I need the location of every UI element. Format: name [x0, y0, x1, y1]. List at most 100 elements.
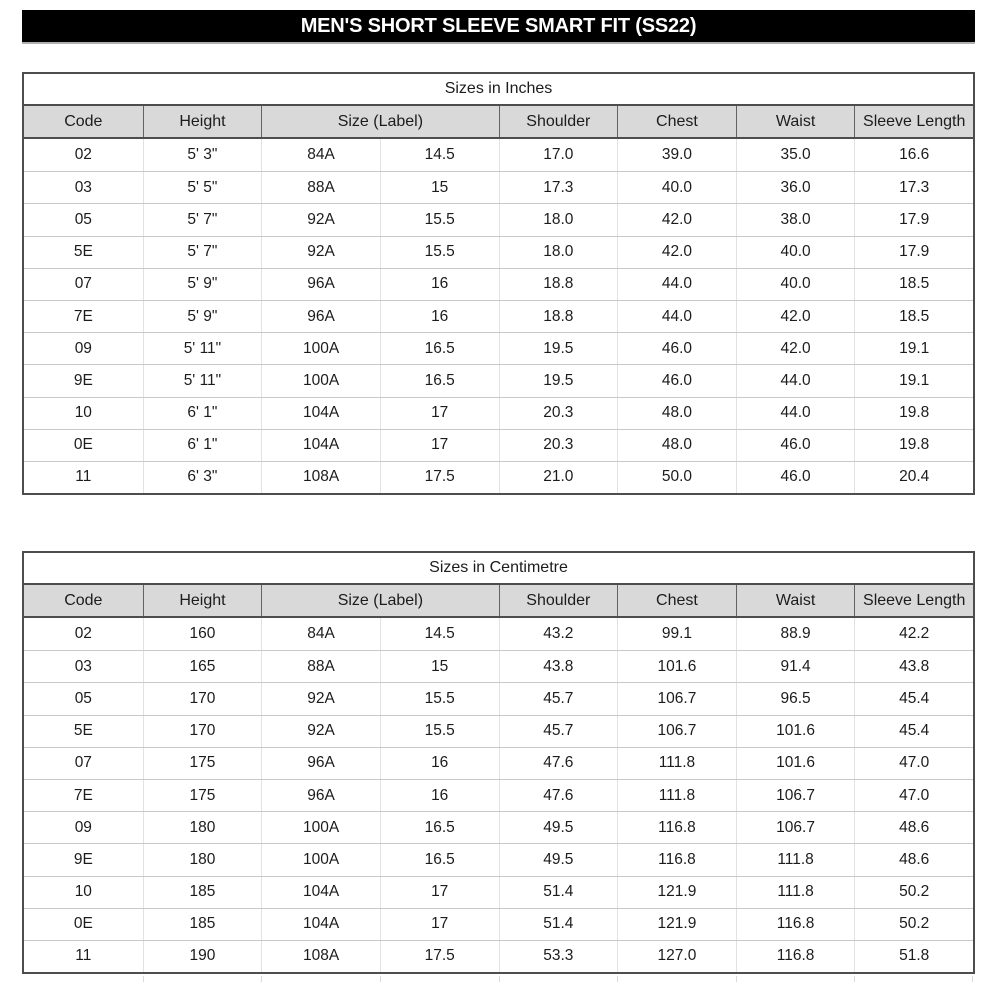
cell: 48.6	[854, 812, 973, 844]
cell: 47.0	[854, 779, 973, 812]
cell: 180	[142, 812, 262, 844]
cell: 127.0	[617, 940, 736, 973]
cell: 116.8	[735, 908, 855, 940]
column-header: Sleeve Length	[854, 106, 973, 137]
cell: 96A	[261, 747, 380, 779]
cell: 14.5	[379, 139, 499, 172]
cell: 96A	[261, 268, 380, 300]
cell: 175	[142, 747, 262, 779]
cell: 104A	[261, 876, 380, 908]
cell: 10	[74, 404, 92, 422]
page-title: MEN'S SHORT SLEEVE SMART FIT (SS22)	[300, 14, 697, 37]
cell: 18.8	[498, 300, 618, 333]
cell: 45.7	[498, 715, 618, 747]
cell: 92A	[261, 715, 380, 747]
column-header: Waist	[735, 106, 855, 137]
cell: 92A	[261, 236, 380, 268]
cell: 5' 3"	[142, 139, 262, 172]
cell: 16.5	[379, 333, 499, 365]
column-header: Height	[142, 585, 262, 616]
cell: 46.0	[735, 461, 855, 494]
cell: 03	[74, 657, 92, 675]
column-header: Height	[142, 106, 262, 137]
cell: 106.7	[735, 812, 855, 844]
cell: 50.0	[617, 461, 736, 494]
column-header: Shoulder	[498, 585, 618, 616]
cell: 20.3	[498, 429, 618, 461]
table-row: 11 190 108A 17.5 53.3 127.0 116.8 51.8	[24, 939, 973, 973]
table-caption: Sizes in Inches	[24, 74, 973, 106]
cell: 111.8	[735, 844, 855, 876]
cell: 101.6	[735, 715, 855, 747]
cell: 121.9	[617, 908, 736, 940]
cell: 15.5	[379, 683, 499, 715]
cell: 46.0	[735, 429, 855, 461]
cell: 16	[379, 779, 499, 812]
cell: 49.5	[498, 844, 618, 876]
cell: 17.0	[498, 139, 618, 172]
cell: 5' 9"	[142, 300, 262, 333]
cell: 07	[74, 754, 92, 772]
cell: 106.7	[617, 683, 736, 715]
column-header: Chest	[617, 106, 736, 137]
cell: 16.5	[379, 812, 499, 844]
cell: 91.4	[735, 651, 855, 683]
cell: 11	[75, 947, 92, 965]
cell: 51.4	[498, 876, 618, 908]
cell: 88A	[261, 172, 380, 204]
table-body: 02 160 84A 14.5 43.2 99.1 88.9 42.2 03 165 88A 15 43…	[24, 618, 973, 973]
table-row: 7E 5' 9" 96A 16 18.8 44.0 42.0 18.5	[24, 299, 973, 333]
cell: 5' 7"	[142, 204, 262, 236]
table-caption: Sizes in Centimetre	[24, 553, 973, 585]
cell: 19.5	[498, 333, 618, 365]
cell: 111.8	[617, 779, 736, 812]
cell: 17.3	[498, 172, 618, 204]
cell: 96A	[261, 779, 380, 812]
cell: 5' 9"	[142, 268, 262, 300]
cell: 17.9	[854, 236, 973, 268]
cell: 35.0	[735, 139, 855, 172]
cell: 42.0	[735, 333, 855, 365]
cell: 50.2	[854, 876, 973, 908]
cell: 5' 11"	[142, 333, 262, 365]
cell: 47.0	[854, 747, 973, 779]
cell: 101.6	[735, 747, 855, 779]
cell: 43.8	[854, 651, 973, 683]
cell: 42.0	[617, 204, 736, 236]
cell: 02	[74, 146, 92, 164]
table-row: 0E 185 104A 17 51.4 121.9 116.8 50.2	[24, 907, 973, 940]
cell: 99.1	[617, 618, 736, 651]
column-header: Sleeve Length	[854, 585, 973, 616]
cell: 170	[142, 683, 262, 715]
table-row: 9E 5' 11" 100A 16.5 19.5 46.0 44.0 19.1	[24, 364, 973, 397]
cell: 36.0	[735, 172, 855, 204]
cell: 15	[379, 651, 499, 683]
column-header: Code	[64, 591, 103, 609]
cell: 05	[74, 689, 92, 707]
column-header: Chest	[617, 585, 736, 616]
cell: 17.5	[379, 940, 499, 973]
cell: 180	[142, 844, 262, 876]
cell: 9E	[73, 371, 93, 389]
cell: 5E	[73, 722, 93, 740]
cell: 106.7	[735, 779, 855, 812]
cell: 101.6	[617, 651, 736, 683]
cell: 16.5	[379, 844, 499, 876]
cell: 17.5	[379, 461, 499, 494]
cell: 16	[379, 747, 499, 779]
cell: 44.0	[617, 268, 736, 300]
cell: 02	[74, 625, 92, 643]
cell: 190	[142, 940, 262, 973]
cell: 104A	[261, 429, 380, 461]
cell: 09	[74, 339, 92, 357]
cell: 0E	[73, 436, 93, 454]
cell: 96A	[261, 300, 380, 333]
cell: 03	[74, 178, 92, 196]
cell: 20.3	[498, 397, 618, 429]
cell: 48.0	[617, 397, 736, 429]
cell: 47.6	[498, 779, 618, 812]
table-sizes-inches: Sizes in Inches Code Height Size (Label) Sho…	[22, 72, 975, 496]
cell: 104A	[261, 397, 380, 429]
cell: 50.2	[854, 908, 973, 940]
cell: 108A	[261, 940, 380, 973]
